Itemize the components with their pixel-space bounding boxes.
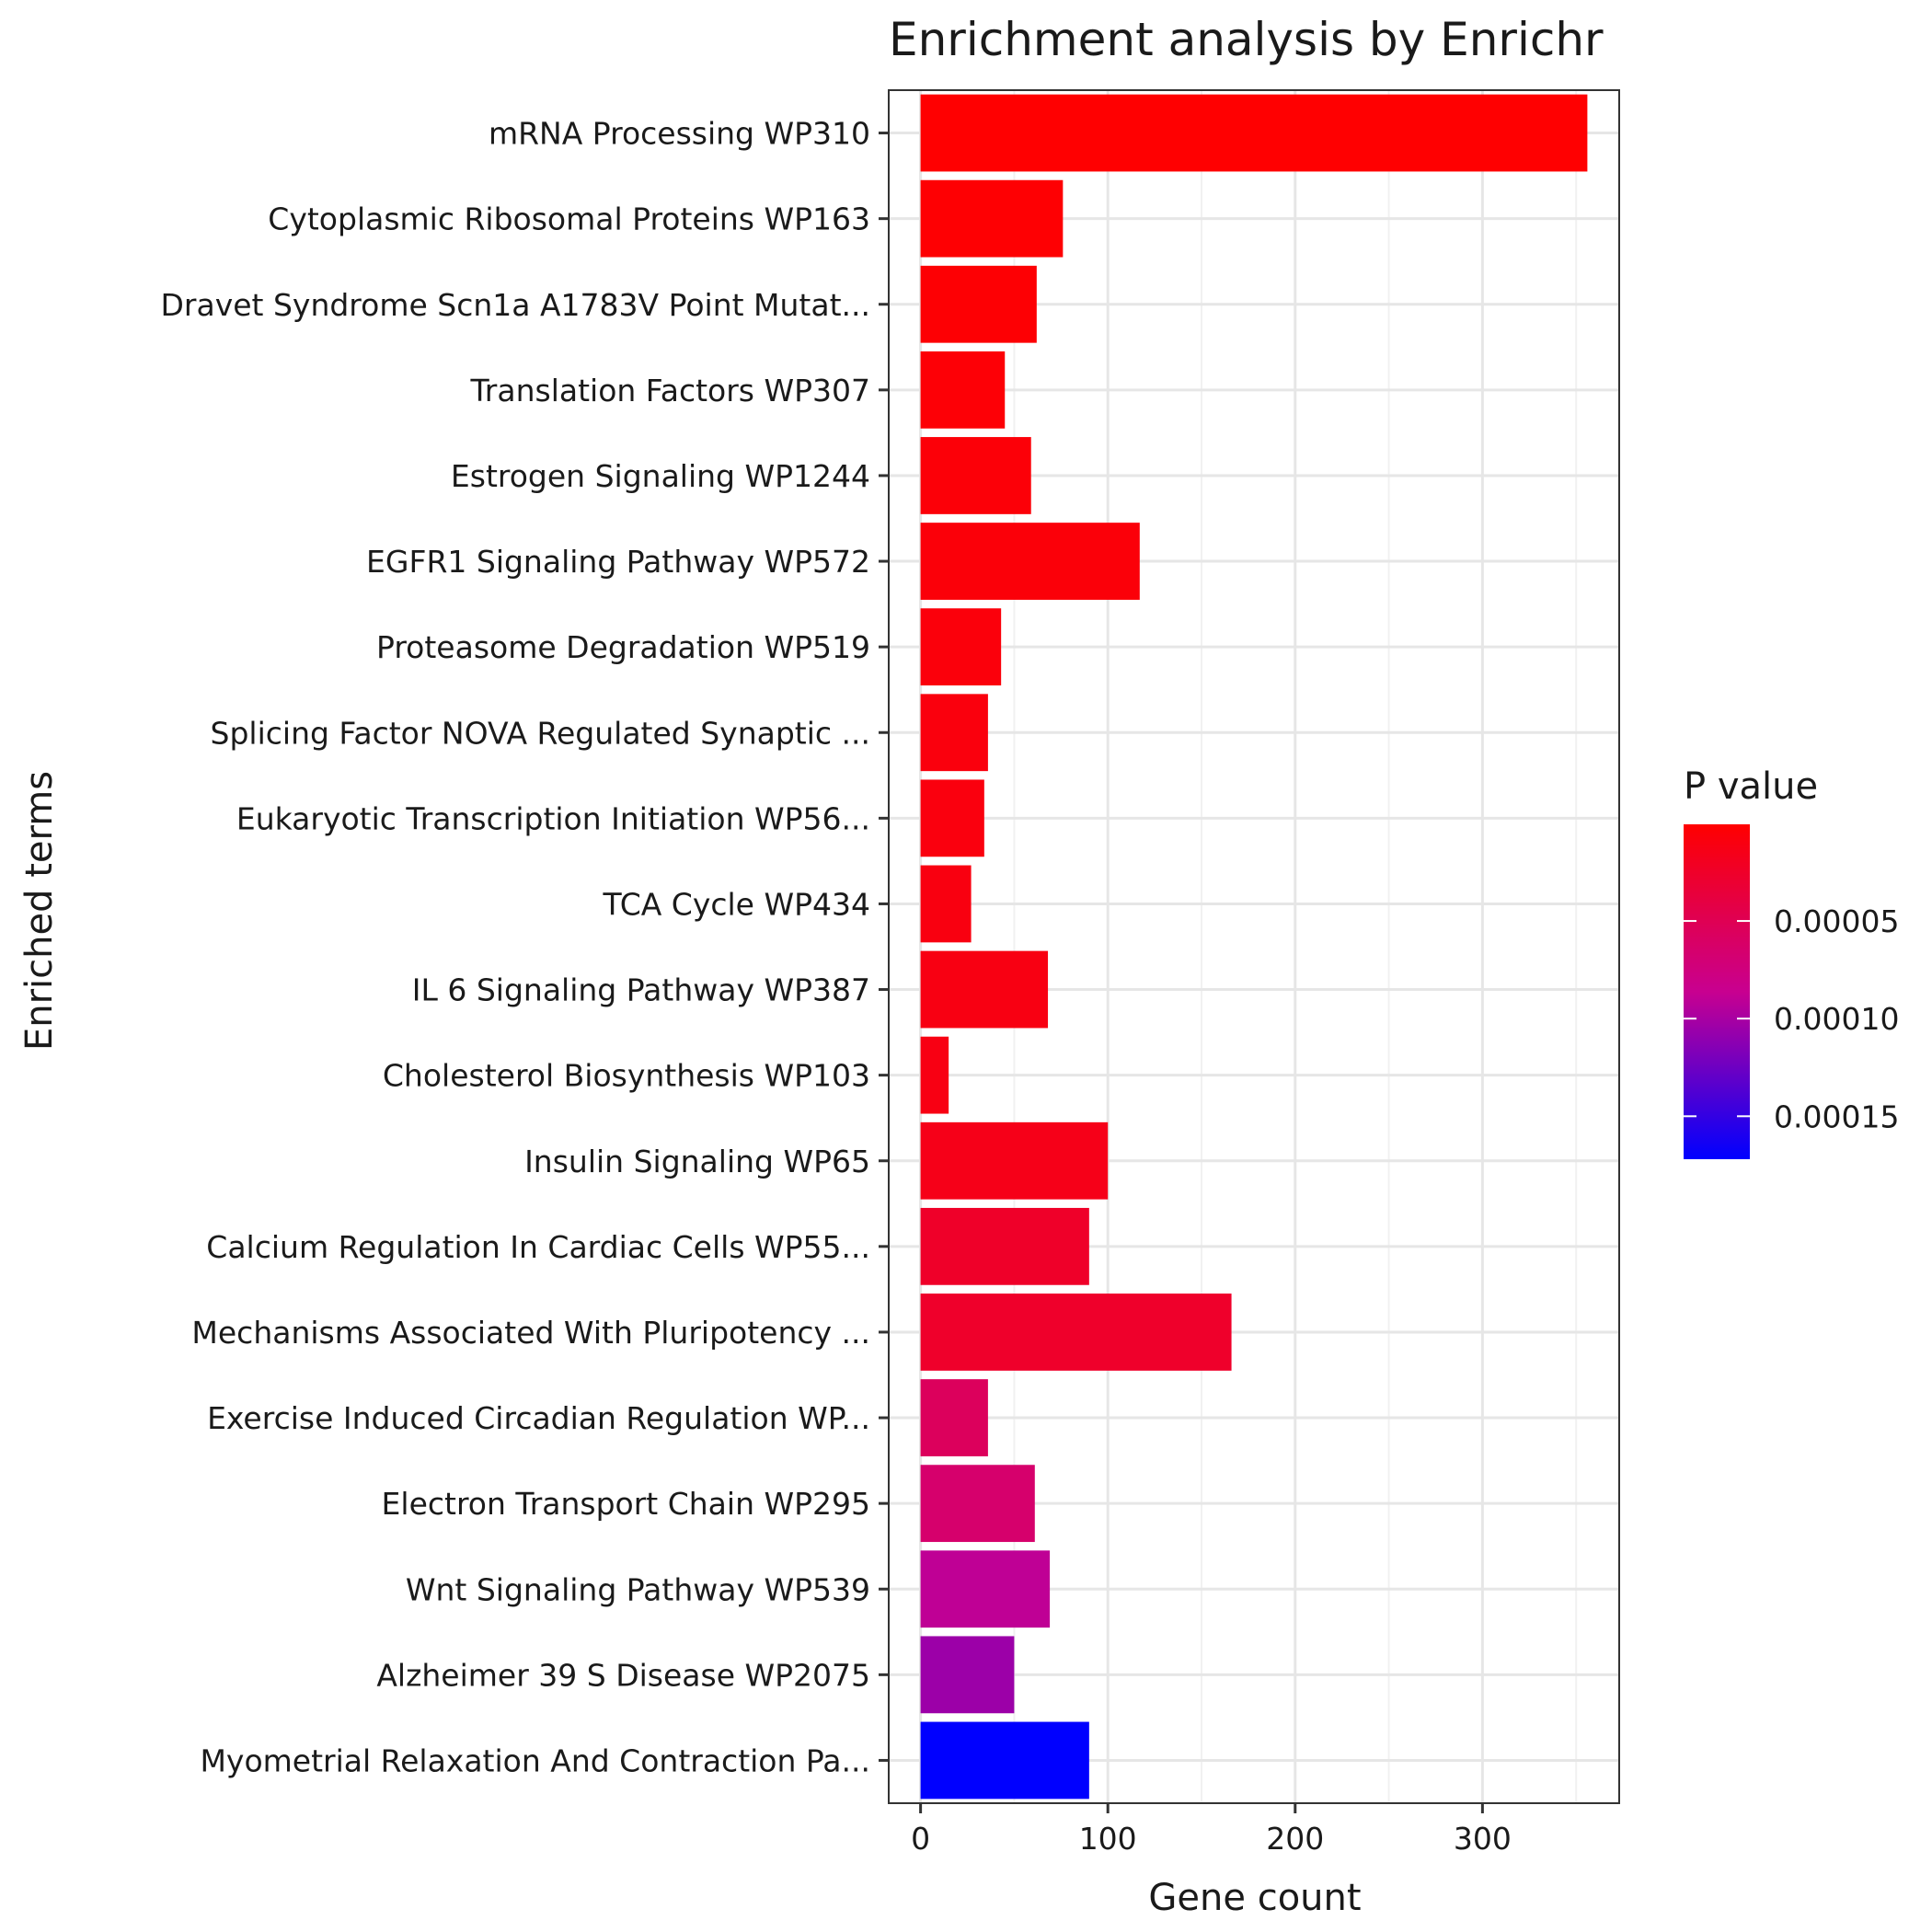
y-tick-label: Wnt Signaling Pathway WP539 <box>406 1571 870 1607</box>
bar <box>920 1379 988 1456</box>
bar <box>920 1721 1089 1800</box>
bar <box>920 351 1006 429</box>
bar <box>920 179 1064 258</box>
bar <box>920 1465 1035 1543</box>
bar <box>920 94 1588 172</box>
legend-tick-label: 0.00010 <box>1774 1001 1899 1037</box>
x-tick-label: 100 <box>1079 1821 1137 1857</box>
y-tick-label: EGFR1 Signaling Pathway WP572 <box>366 544 870 580</box>
bar <box>920 1550 1051 1628</box>
x-tick-label: 200 <box>1266 1821 1324 1857</box>
y-tick-label: Insulin Signaling WP65 <box>524 1144 870 1179</box>
y-tick-label: Myometrial Relaxation And Contraction Pa… <box>200 1742 870 1778</box>
panel-background <box>889 90 1619 1803</box>
y-tick-label: Cholesterol Biosynthesis WP103 <box>383 1058 870 1094</box>
y-tick-label: Dravet Syndrome Scn1a A1783V Point Mutat… <box>161 287 871 323</box>
plot-panel <box>888 89 1620 1804</box>
y-tick-label: Estrogen Signaling WP1244 <box>451 458 870 494</box>
y-axis-label: Enriched terms <box>18 771 61 1051</box>
x-ticks: 0 100 200 300 <box>911 1803 1512 1857</box>
chart-title: Enrichment analysis by Enrichr <box>889 13 1604 66</box>
bar <box>920 779 984 857</box>
bar <box>920 1207 1089 1285</box>
y-tick-labels: mRNA Processing WP310 Cytoplasmic Ribosom… <box>161 116 889 1778</box>
y-tick-label: Exercise Induced Circadian Regulation WP… <box>207 1400 870 1436</box>
bar <box>920 950 1049 1029</box>
y-tick-label: Translation Factors WP307 <box>469 373 870 408</box>
x-tick-label: 300 <box>1454 1821 1512 1857</box>
y-tick-label: IL 6 Signaling Pathway WP387 <box>412 972 870 1008</box>
y-tick-label: Mechanisms Associated With Pluripotency … <box>191 1315 870 1351</box>
x-tick-label: 0 <box>911 1821 930 1857</box>
y-tick-label: Proteasome Degradation WP519 <box>376 629 870 665</box>
legend-title: P value <box>1684 765 1818 808</box>
legend-tick-label: 0.00005 <box>1774 903 1899 939</box>
y-tick-label: Calcium Regulation In Cardiac Cells WP55… <box>206 1229 870 1265</box>
y-tick-label: Cytoplasmic Ribosomal Proteins WP163 <box>268 201 870 237</box>
bar <box>920 1121 1109 1200</box>
x-axis-label: Gene count <box>1148 1877 1361 1919</box>
y-tick-label: Electron Transport Chain WP295 <box>382 1486 870 1522</box>
bar <box>920 265 1037 343</box>
y-tick-label: Eukaryotic Transcription Initiation WP56… <box>236 800 870 836</box>
y-tick-label: mRNA Processing WP310 <box>489 116 870 152</box>
colorbar <box>1684 824 1750 1159</box>
y-tick-label: Splicing Factor NOVA Regulated Synaptic … <box>211 715 870 751</box>
bar <box>920 865 972 943</box>
y-tick-label: Alzheimer 39 S Disease WP2075 <box>376 1657 870 1693</box>
bar <box>920 1294 1232 1371</box>
bar <box>920 1036 949 1114</box>
panel-border <box>888 89 1620 1804</box>
legend-tick-label: 0.00015 <box>1774 1098 1899 1134</box>
legend: P value 0.00005 0.00010 0.00015 <box>1684 765 1899 1159</box>
bar <box>920 608 1002 686</box>
bar <box>920 437 1031 514</box>
bar <box>920 523 1140 600</box>
bar <box>920 1636 1015 1714</box>
y-tick-label: TCA Cycle WP434 <box>602 886 870 922</box>
bar <box>920 694 988 772</box>
